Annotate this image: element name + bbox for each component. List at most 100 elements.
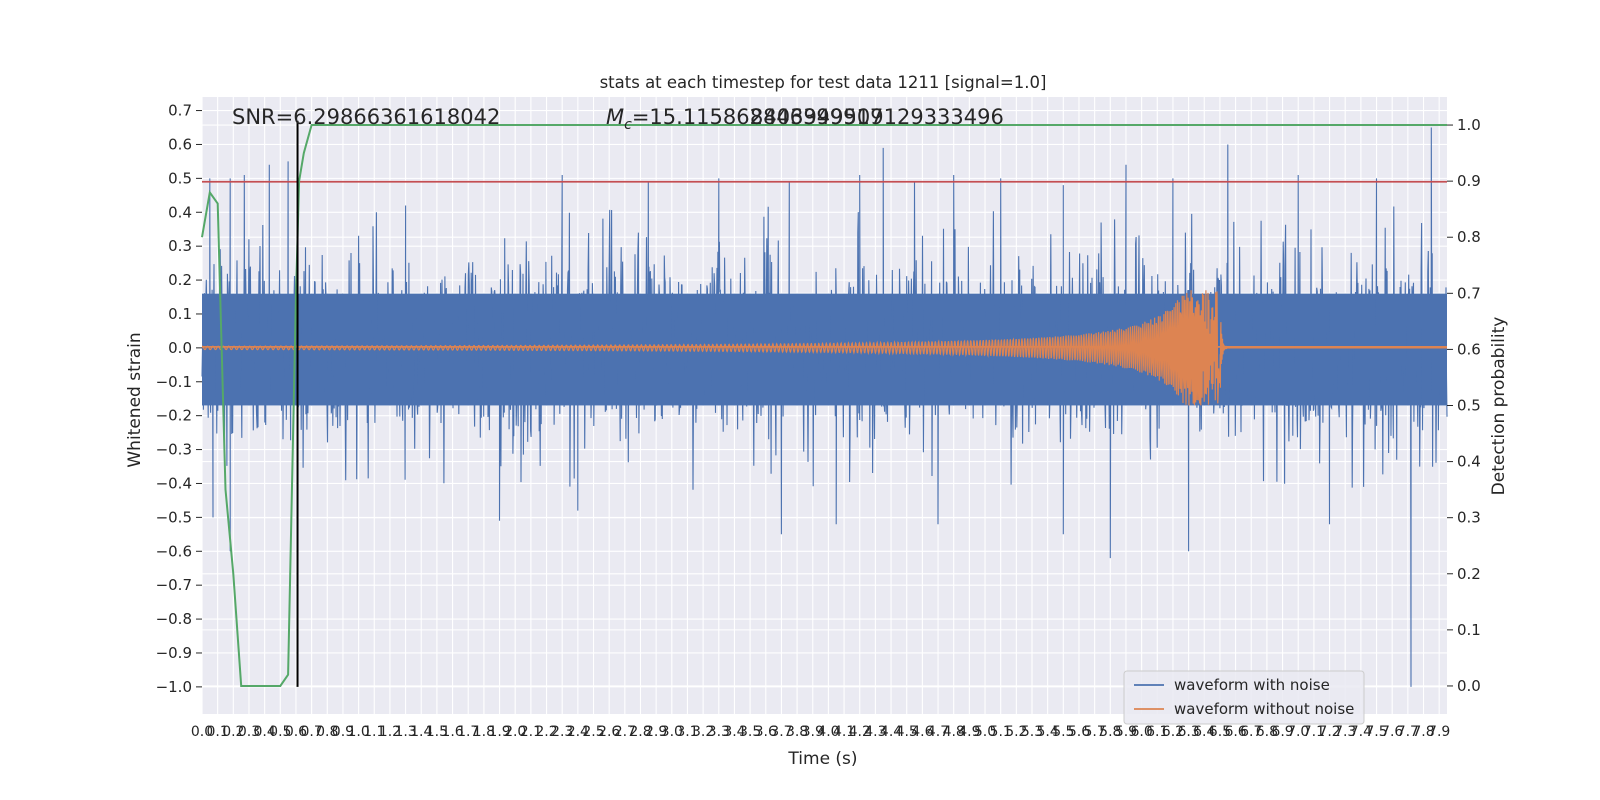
y-right-tick-label: 0.1 bbox=[1457, 621, 1481, 639]
x-tick-label: 4.8 bbox=[943, 724, 965, 740]
x-tick-label: 0.2 bbox=[222, 724, 244, 740]
x-tick-label: 6.4 bbox=[1193, 724, 1215, 740]
x-tick-label: 2.6 bbox=[598, 724, 620, 740]
y-right-tick-label: 0.5 bbox=[1457, 397, 1481, 415]
y-right-tick-label: 0.3 bbox=[1457, 509, 1481, 527]
x-tick-label: 0.7 bbox=[300, 724, 322, 740]
x-tick-label: 3.7 bbox=[770, 724, 792, 740]
x-tick-label: 3.9 bbox=[802, 724, 824, 740]
x-tick-label: 0.6 bbox=[285, 724, 307, 740]
y-left-tick-label: −0.3 bbox=[156, 441, 192, 459]
x-tick-label: 6.3 bbox=[1177, 724, 1199, 740]
chirp-mass-symbol: M bbox=[606, 105, 624, 129]
y-left-tick-label: −1.0 bbox=[156, 678, 192, 696]
x-tick-label: 0.1 bbox=[207, 724, 229, 740]
x-tick-label: 5.4 bbox=[1037, 724, 1059, 740]
waveform-with-noise-line bbox=[201, 127, 1448, 687]
x-tick-label: 4.1 bbox=[833, 724, 855, 740]
y-right-tick-label: 0.9 bbox=[1457, 172, 1481, 190]
x-tick-label: 0.0 bbox=[191, 724, 213, 740]
y-left-tick-label: −0.4 bbox=[156, 474, 192, 492]
legend-label-clean: waveform without noise bbox=[1174, 700, 1354, 718]
x-tick-label: 0.4 bbox=[254, 724, 276, 740]
y-right-tick-label: 0.7 bbox=[1457, 284, 1481, 302]
x-tick-label: 3.4 bbox=[723, 724, 745, 740]
y-left-tick-label: 0.0 bbox=[168, 339, 192, 357]
x-tick-label: 4.6 bbox=[911, 724, 933, 740]
x-tick-label: 6.2 bbox=[1162, 724, 1184, 740]
x-tick-label: 6.0 bbox=[1130, 724, 1152, 740]
x-tick-label: 5.8 bbox=[1099, 724, 1121, 740]
chirp-mass-subscript: c bbox=[624, 117, 632, 133]
x-tick-label: 6.8 bbox=[1256, 724, 1278, 740]
x-tick-label: 5.3 bbox=[1021, 724, 1043, 740]
y-axis-left-label: Whitened strain bbox=[125, 332, 145, 467]
x-tick-label: 7.0 bbox=[1287, 724, 1309, 740]
x-tick-label: 2.3 bbox=[551, 724, 573, 740]
chart-title: stats at each timestep for test data 121… bbox=[600, 73, 1047, 92]
x-tick-label: 7.7 bbox=[1397, 724, 1419, 740]
x-tick-label: 2.9 bbox=[645, 724, 667, 740]
x-tick-label: 4.7 bbox=[927, 724, 949, 740]
x-tick-label: 1.8 bbox=[473, 724, 495, 740]
x-tick-label: 0.9 bbox=[332, 724, 354, 740]
x-tick-label: 6.5 bbox=[1209, 724, 1231, 740]
y-right-tick-label: 0.2 bbox=[1457, 565, 1481, 583]
x-tick-label: 5.7 bbox=[1084, 724, 1106, 740]
snr-annotation: SNR=6.29866361618042 bbox=[232, 105, 500, 129]
y-left-tick-label: −0.6 bbox=[156, 542, 192, 560]
x-tick-label: 5.6 bbox=[1068, 724, 1090, 740]
x-tick-label: 2.7 bbox=[614, 724, 636, 740]
legend: waveform with noise waveform without noi… bbox=[1123, 670, 1365, 725]
x-tick-label: 6.1 bbox=[1146, 724, 1168, 740]
x-tick-label: 1.5 bbox=[426, 724, 448, 740]
y-left-tick-label: 0.6 bbox=[168, 135, 192, 153]
x-tick-label: 2.5 bbox=[582, 724, 604, 740]
y-right-tick-label: 0.0 bbox=[1457, 677, 1481, 695]
x-tick-label: 1.0 bbox=[347, 724, 369, 740]
x-tick-label: 3.0 bbox=[661, 724, 683, 740]
x-tick-label: 6.7 bbox=[1240, 724, 1262, 740]
overlap-annotation: 8403949509129333496 bbox=[750, 105, 1004, 129]
x-tick-label: 2.1 bbox=[520, 724, 542, 740]
reference-lines bbox=[202, 180, 1447, 348]
x-tick-label: 7.5 bbox=[1365, 724, 1387, 740]
x-tick-label: 2.4 bbox=[567, 724, 589, 740]
x-tick-label: 1.1 bbox=[363, 724, 385, 740]
y-left-tick-label: −0.9 bbox=[156, 644, 192, 662]
x-tick-label: 7.2 bbox=[1318, 724, 1340, 740]
x-tick-label: 3.3 bbox=[708, 724, 730, 740]
y-left-tick-label: 0.2 bbox=[168, 271, 192, 289]
chirp-mass-value: =15.115862846399917 bbox=[632, 105, 883, 129]
x-tick-label: 1.3 bbox=[394, 724, 416, 740]
x-tick-label: 4.2 bbox=[849, 724, 871, 740]
x-tick-label: 1.2 bbox=[379, 724, 401, 740]
y-left-tick-label: −0.7 bbox=[156, 576, 192, 594]
x-tick-label: 4.9 bbox=[958, 724, 980, 740]
x-tick-label: 3.5 bbox=[739, 724, 761, 740]
x-tick-label: 7.8 bbox=[1412, 724, 1434, 740]
x-tick-label: 6.9 bbox=[1271, 724, 1293, 740]
y-axis-right-label: Detection probability bbox=[1489, 317, 1509, 496]
y-left-tick-label: 0.4 bbox=[168, 203, 192, 221]
y-right-tick-label: 1.0 bbox=[1457, 116, 1481, 134]
detection-probability-line bbox=[201, 124, 1447, 687]
x-tick-label: 4.4 bbox=[880, 724, 902, 740]
x-tick-label: 5.1 bbox=[990, 724, 1012, 740]
y-right-tick-label: 0.8 bbox=[1457, 228, 1481, 246]
y-left-tick-label: −0.8 bbox=[156, 610, 192, 628]
y-left-tick-label: −0.5 bbox=[156, 508, 192, 526]
x-tick-label: 1.9 bbox=[488, 724, 510, 740]
legend-label-noise: waveform with noise bbox=[1174, 676, 1330, 694]
x-tick-label: 5.0 bbox=[974, 724, 996, 740]
x-tick-label: 0.5 bbox=[269, 724, 291, 740]
x-tick-label: 2.2 bbox=[535, 724, 557, 740]
legend-box bbox=[1123, 670, 1365, 725]
x-axis-label: Time (s) bbox=[787, 749, 857, 769]
x-tick-label: 6.6 bbox=[1224, 724, 1246, 740]
chirp-mass-annotation: Mc=15.115862846399917 bbox=[606, 105, 883, 133]
y-right-tick-label: 0.6 bbox=[1457, 340, 1481, 358]
x-tick-label: 2.0 bbox=[504, 724, 526, 740]
x-tick-label: 1.7 bbox=[457, 724, 479, 740]
